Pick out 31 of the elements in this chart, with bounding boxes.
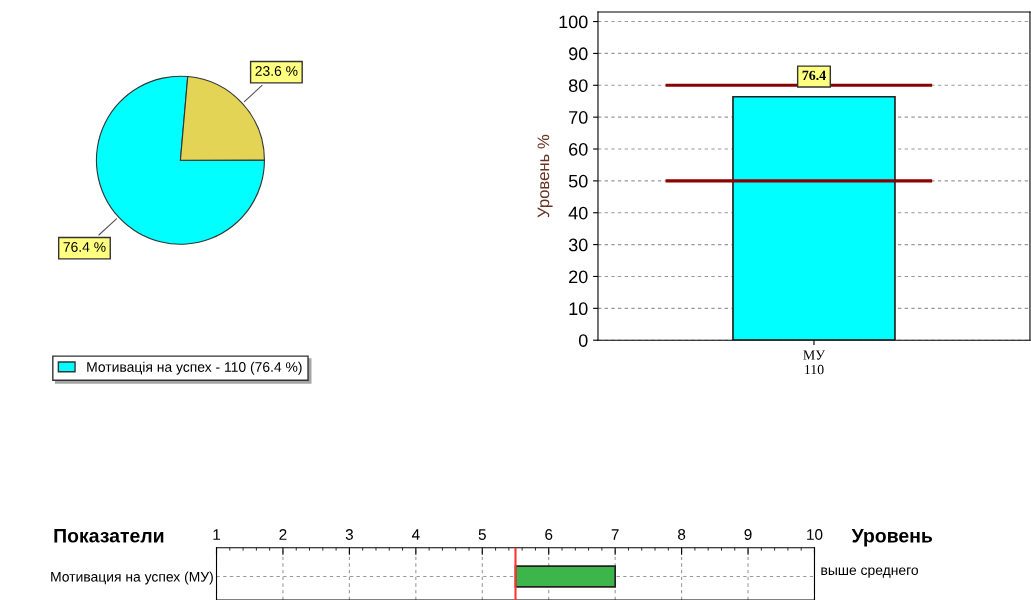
y-tick-label: 20 bbox=[569, 270, 588, 284]
y-tick-label: 10 bbox=[569, 302, 588, 316]
y-axis-title: Уровень % bbox=[537, 134, 553, 218]
text: Уровень bbox=[851, 529, 933, 547]
y-tick-label: 0 bbox=[578, 334, 588, 347]
x-tick-label: 6 bbox=[545, 529, 553, 540]
legend-label: Мотивація на успех - 110 (76.4 %) bbox=[87, 361, 302, 375]
y-tick-label: 100 bbox=[559, 15, 588, 29]
x-tick-label: 1 bbox=[213, 529, 221, 540]
data-label: 23.6 % bbox=[255, 66, 298, 76]
y-tick-label: 30 bbox=[568, 238, 588, 252]
x-tick-label: 9 bbox=[744, 529, 752, 540]
y-tick-label: 90 bbox=[569, 47, 588, 61]
x-tick-label: 8 bbox=[678, 529, 686, 540]
x-tick-label: 7 bbox=[611, 529, 619, 540]
x-tick-label: 5 bbox=[478, 529, 486, 540]
x-tick-label: 2 bbox=[279, 529, 287, 540]
data-label: 76.4 bbox=[802, 70, 826, 81]
y-tick-label: 80 bbox=[568, 79, 588, 93]
text: выше среднего bbox=[821, 567, 919, 578]
text: Показатели bbox=[54, 529, 164, 543]
y-tick-label: 40 bbox=[568, 206, 588, 220]
y-tick-label: 70 bbox=[569, 111, 588, 124]
x-tick-label: 3 bbox=[345, 529, 353, 540]
y-tick-label: Мотивация на успех (МУ) bbox=[51, 571, 213, 585]
x-tick-label: МУ 110 bbox=[803, 350, 826, 375]
x-tick-label: 4 bbox=[411, 529, 420, 540]
y-tick-label: 60 bbox=[569, 142, 588, 156]
y-tick-label: 50 bbox=[568, 174, 588, 188]
data-label: 76.4 % bbox=[63, 242, 106, 252]
x-tick-label: 10 bbox=[807, 529, 823, 540]
